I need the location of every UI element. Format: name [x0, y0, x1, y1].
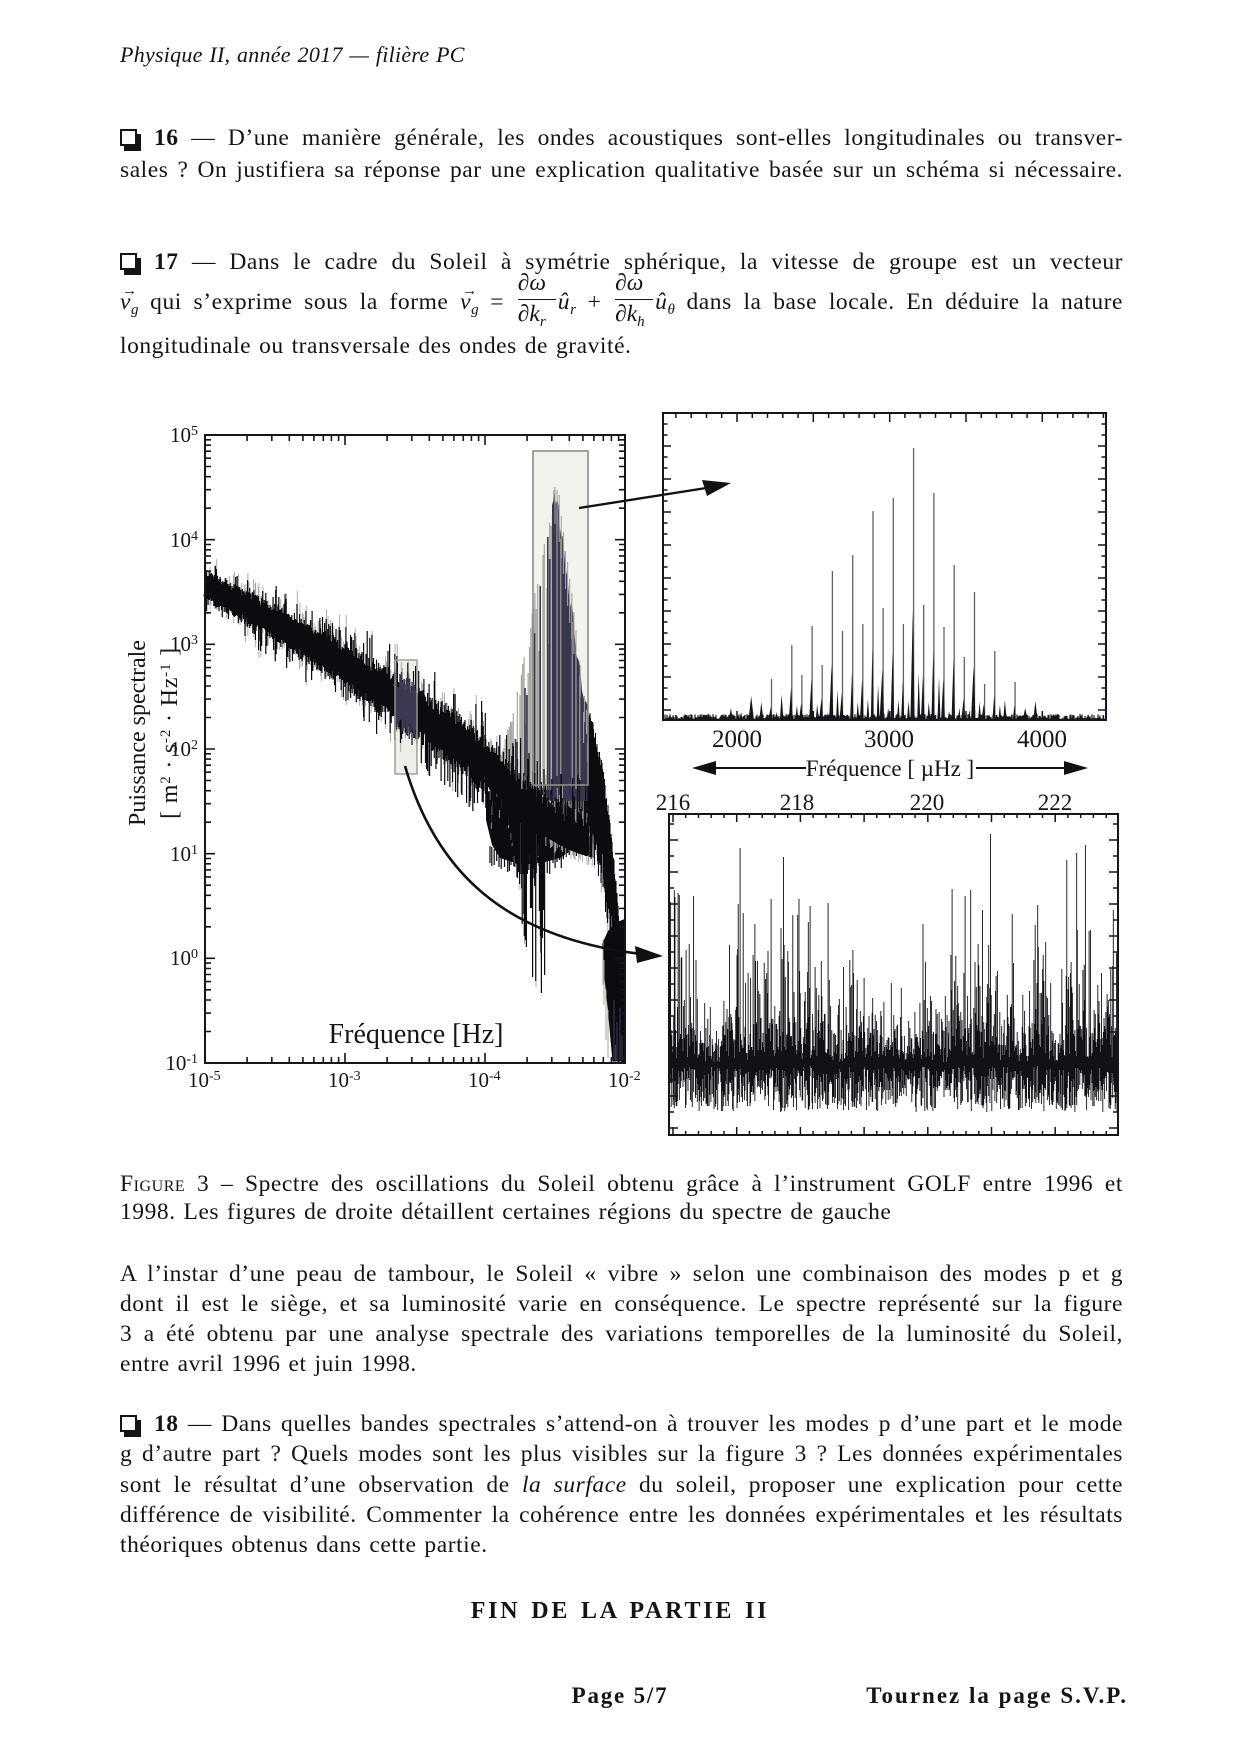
svg-text:3000: 3000 — [864, 726, 914, 753]
svg-text:222: 222 — [1038, 790, 1073, 815]
svg-text:216: 216 — [656, 790, 691, 815]
svg-text:10-5: 10-5 — [188, 1068, 221, 1092]
svg-text:220: 220 — [910, 790, 945, 815]
svg-text:2000: 2000 — [712, 726, 762, 753]
svg-text:[ m2 · s-2 · Hz-1 ]: [ m2 · s-2 · Hz-1 ] — [157, 647, 183, 819]
svg-text:105: 105 — [170, 423, 198, 447]
svg-text:Fréquence [ µHz ]: Fréquence [ µHz ] — [806, 756, 974, 781]
svg-text:10-4: 10-4 — [468, 1068, 501, 1092]
svg-text:Puissance spectrale: Puissance spectrale — [125, 640, 151, 826]
svg-text:218: 218 — [780, 790, 815, 815]
svg-text:10-3: 10-3 — [328, 1068, 361, 1092]
svg-text:101: 101 — [170, 842, 198, 866]
svg-text:100: 100 — [170, 946, 198, 970]
svg-text:104: 104 — [170, 528, 198, 552]
svg-text:10-2: 10-2 — [608, 1068, 641, 1092]
svg-text:4000: 4000 — [1017, 726, 1067, 753]
svg-text:Fréquence [Hz]: Fréquence [Hz] — [329, 1019, 504, 1050]
